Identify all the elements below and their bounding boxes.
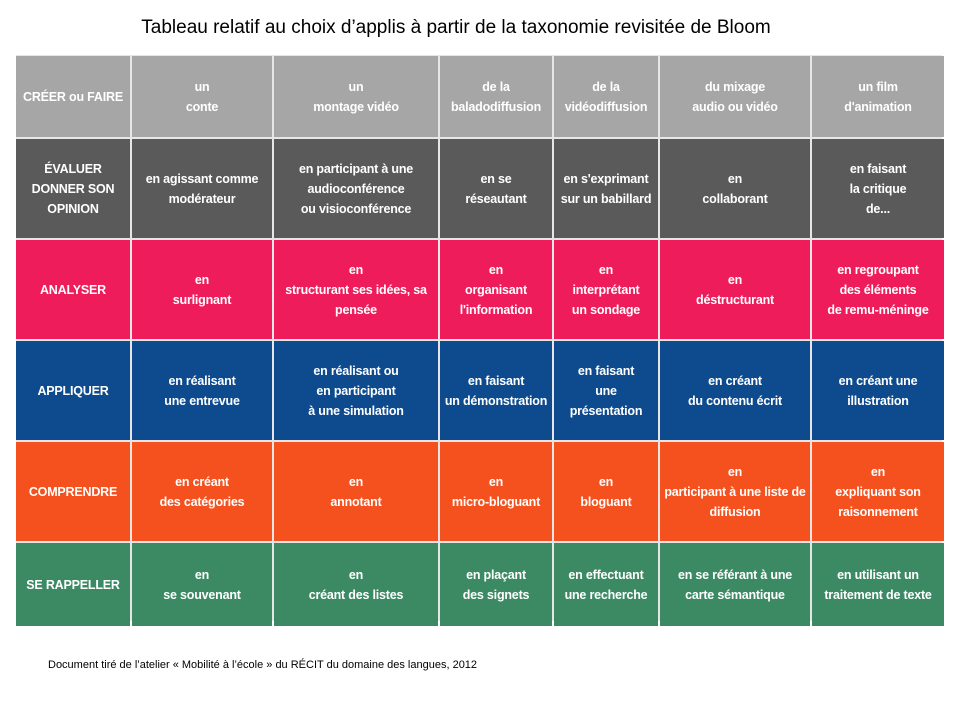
table-cell: en collaborant [660, 139, 810, 238]
table-cell: en expliquant son raisonnement [812, 442, 944, 541]
table-cell: en réalisant une entrevue [132, 341, 272, 440]
table-cell: en organisant l'information [440, 240, 552, 339]
table-cell: un montage vidéo [274, 56, 438, 137]
table-cell: un conte [132, 56, 272, 137]
table-cell: en se référant à une carte sémantique [660, 543, 810, 626]
table-cell: en faisant la critique de... [812, 139, 944, 238]
table-cell: en s'exprimant sur un babillard [554, 139, 658, 238]
table-cell: en créant des listes [274, 543, 438, 626]
table-cell: en créant du contenu écrit [660, 341, 810, 440]
table-cell: en faisant une présentation [554, 341, 658, 440]
table-cell: de la vidéodiffusion [554, 56, 658, 137]
table-cell: en se réseautant [440, 139, 552, 238]
table-cell: en faisant un démonstration [440, 341, 552, 440]
row-header-cell: CRÉER ou FAIRE [16, 56, 130, 137]
table-cell: en micro-bloguant [440, 442, 552, 541]
table-cell: du mixage audio ou vidéo [660, 56, 810, 137]
row-header-cell: ANALYSER [16, 240, 130, 339]
table-cell: en surlignant [132, 240, 272, 339]
table-cell: en déstructurant [660, 240, 810, 339]
row-header-cell: SE RAPPELLER [16, 543, 130, 626]
table-cell: en bloguant [554, 442, 658, 541]
table-cell: en utilisant un traitement de texte [812, 543, 944, 626]
table-cell: en créant des catégories [132, 442, 272, 541]
table-cell: en participant à une audioconférence ou … [274, 139, 438, 238]
table-cell: en structurant ses idées, sa pensée [274, 240, 438, 339]
table-cell: en interprétant un sondage [554, 240, 658, 339]
table-cell: un film d'animation [812, 56, 944, 137]
table-cell: en créant une illustration [812, 341, 944, 440]
table-cell: en réalisant ou en participant à une sim… [274, 341, 438, 440]
row-header-cell: COMPRENDRE [16, 442, 130, 541]
table-cell: en se souvenant [132, 543, 272, 626]
table-cell: de la baladodiffusion [440, 56, 552, 137]
row-header-cell: APPLIQUER [16, 341, 130, 440]
table-cell: en plaçant des signets [440, 543, 552, 626]
row-header-cell: ÉVALUER DONNER SON OPINION [16, 139, 130, 238]
bloom-table: CRÉER ou FAIRE un conte un montage vidéo de… [16, 55, 944, 626]
page-title: Tableau relatif au choix d’applis à part… [141, 17, 771, 38]
table-cell: en agissant comme modérateur [132, 139, 272, 238]
table-cell: en participant à une liste de diffusion [660, 442, 810, 541]
bloom-grid: CRÉER ou FAIRE un conte un montage vidéo de… [16, 55, 944, 626]
source-note: Document tiré de l’atelier « Mobilité à … [48, 659, 478, 671]
table-cell: en regroupant des éléments de remu-ménin… [812, 240, 944, 339]
table-cell: en annotant [274, 442, 438, 541]
table-cell: en effectuant une recherche [554, 543, 658, 626]
